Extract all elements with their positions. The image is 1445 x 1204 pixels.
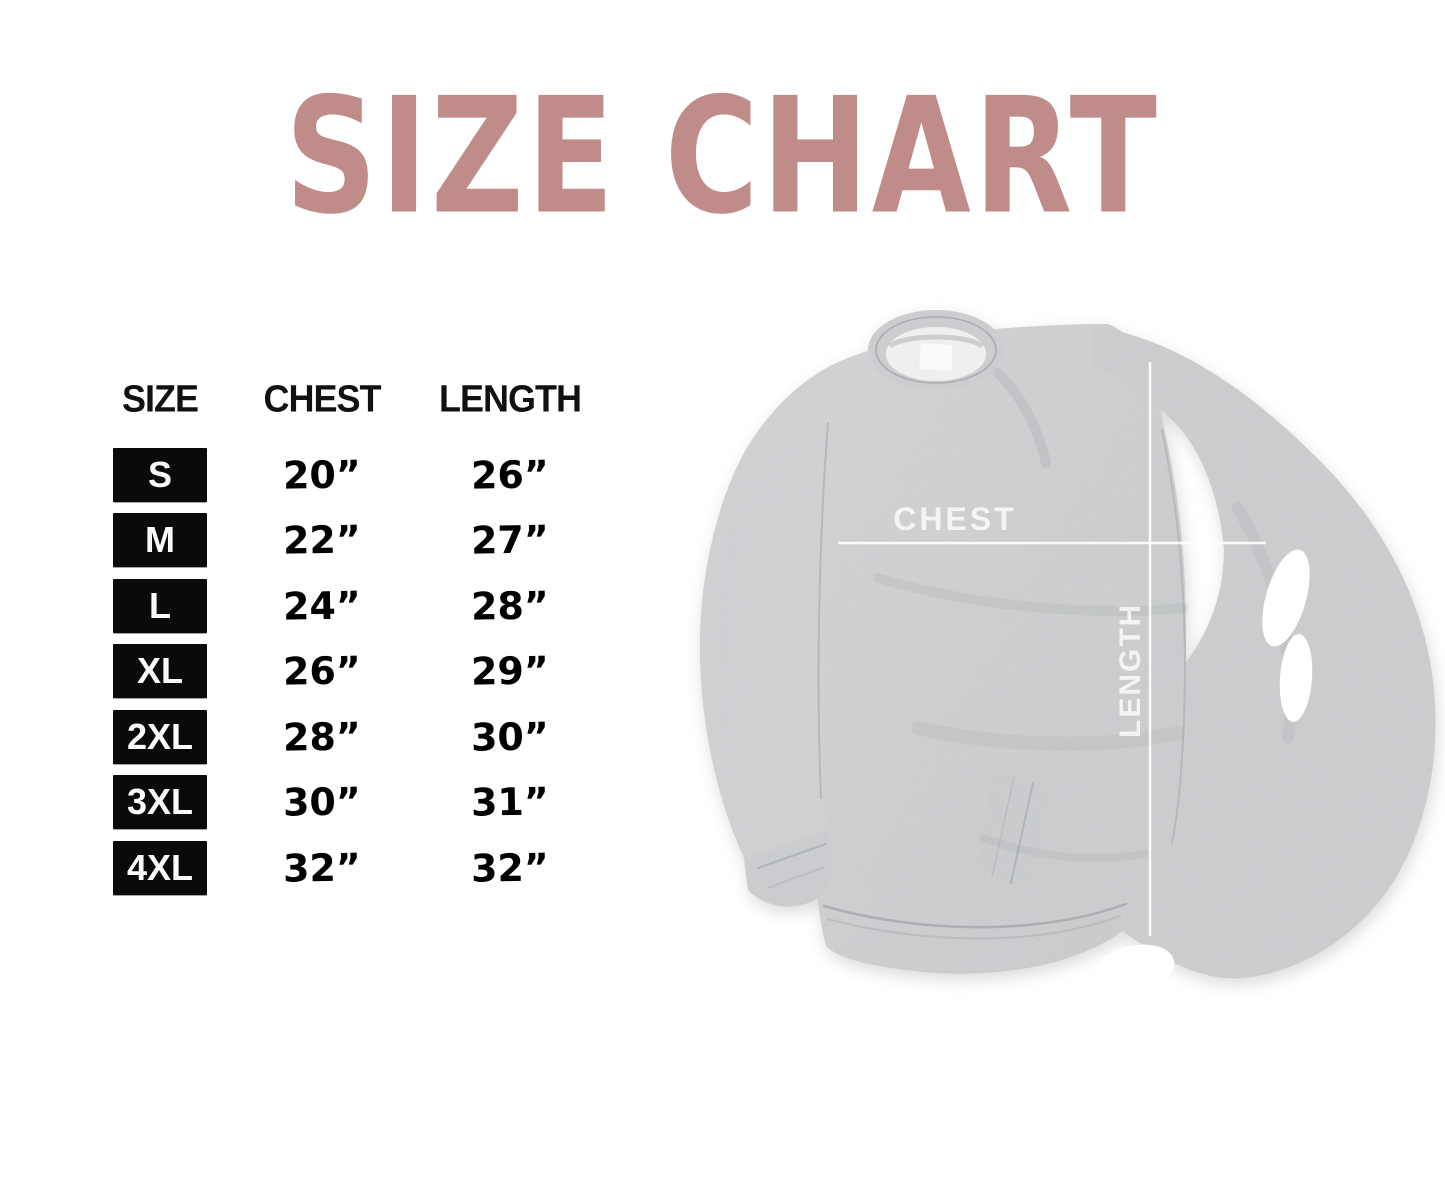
size-badge: L [113, 578, 207, 633]
length-value: 26” [470, 452, 550, 498]
size-badge: 4XL [113, 840, 207, 895]
length-value: 29” [470, 648, 550, 694]
length-value: 32” [470, 845, 550, 891]
length-value: 27” [470, 517, 550, 563]
chest-value: 22” [282, 517, 362, 563]
length-value: 30” [470, 714, 550, 760]
size-badge: S [113, 447, 207, 502]
size-chart-title: SIZE CHART [285, 64, 1160, 251]
chest-label: CHEST [893, 501, 1016, 537]
collar-opening [875, 316, 997, 384]
chest-value: 26” [282, 648, 362, 694]
size-table: SIZE CHEST LENGTH S 20” 26” M 22” 27” L … [113, 376, 583, 901]
chest-value: 30” [282, 779, 362, 825]
sweatshirt-photo: CHEST LENGTH [699, 310, 1436, 996]
size-badge: XL [113, 644, 207, 699]
column-header-chest: CHEST [263, 376, 381, 420]
length-label: LENGTH [1114, 603, 1147, 738]
size-table-body: S 20” 26” M 22” 27” L 24” 28” XL 26” 29”… [113, 442, 583, 901]
size-table-header: SIZE CHEST LENGTH [113, 376, 583, 420]
size-badge: M [113, 513, 207, 568]
chest-value: 24” [282, 583, 362, 629]
length-value: 31” [470, 779, 550, 825]
size-badge: 2XL [113, 709, 207, 764]
background-gaps [1091, 549, 1313, 996]
neck-tag [919, 343, 953, 371]
size-badge: 3XL [113, 775, 207, 830]
measurement-overlay: CHEST LENGTH [838, 362, 1266, 936]
column-header-length: LENGTH [439, 376, 582, 420]
chest-value: 32” [282, 845, 362, 891]
heather-texture [699, 310, 1436, 979]
chest-value: 20” [282, 452, 362, 498]
length-value: 28” [470, 583, 550, 629]
column-header-size: SIZE [121, 376, 199, 420]
chest-value: 28” [282, 714, 362, 760]
